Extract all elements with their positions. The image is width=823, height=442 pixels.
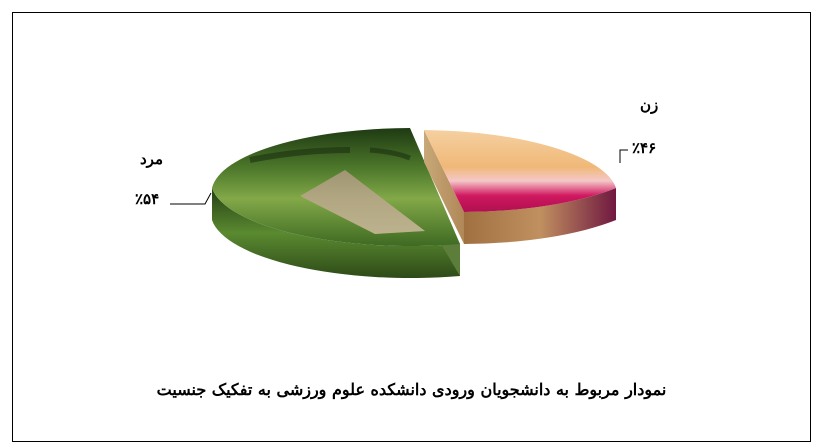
label-man-value: ٪۵۴ — [135, 190, 160, 208]
label-woman-value: ٪۴۶ — [632, 139, 657, 157]
chart-title: نمودار مربوط به دانشجویان ورودی دانشکده … — [156, 380, 667, 399]
pie-slice-man — [212, 128, 460, 278]
label-man-category: مرد — [140, 150, 163, 168]
label-woman-category: زن — [640, 96, 659, 114]
pie-chart — [170, 128, 628, 278]
pie-slice-woman — [424, 130, 616, 244]
leader-lines — [170, 149, 628, 205]
